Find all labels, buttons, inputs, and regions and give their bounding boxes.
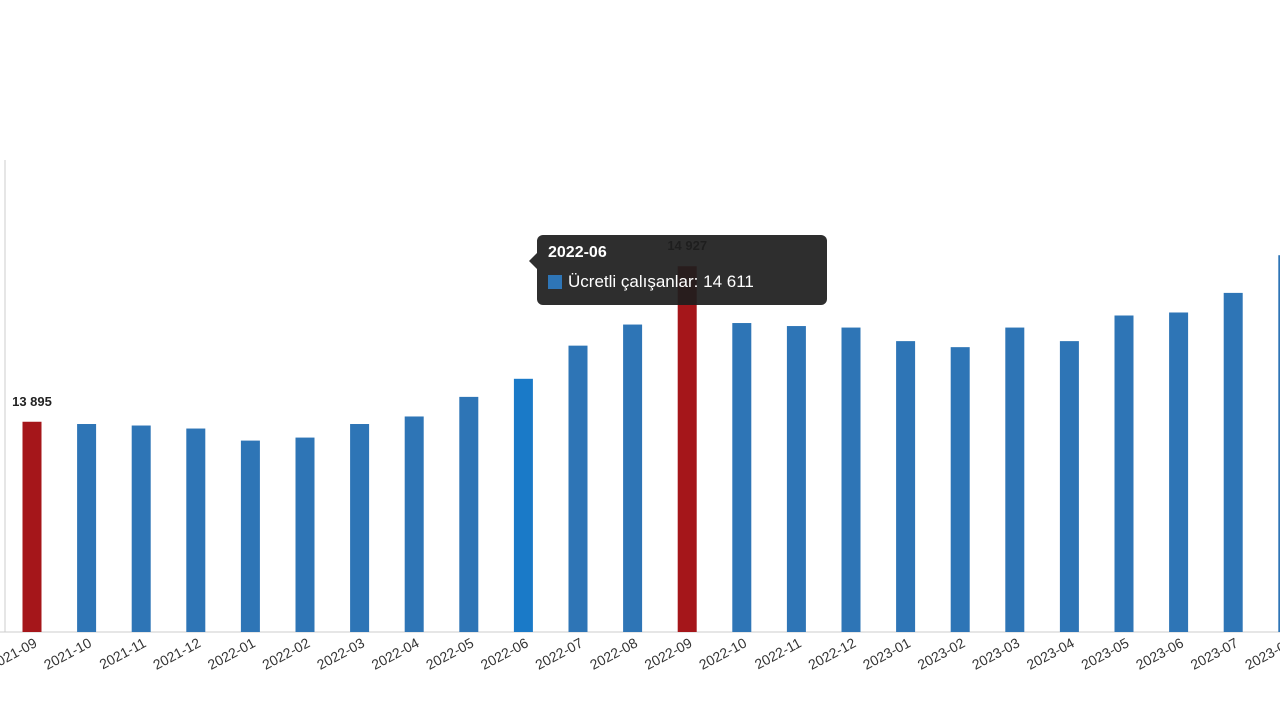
bar-2021-11[interactable] — [131, 425, 151, 632]
tooltip-row: Ücretli çalışanlar: 14 611 — [548, 272, 816, 292]
x-tick-label: 2023-04 — [1024, 634, 1077, 672]
bar-2023-07[interactable] — [1223, 292, 1243, 632]
tooltip-series-swatch — [548, 275, 562, 289]
x-tick-label: 2022-05 — [423, 634, 476, 672]
bar-2023-02[interactable] — [950, 347, 970, 632]
bar-2022-06[interactable] — [513, 378, 533, 632]
bar-2022-11[interactable] — [786, 326, 806, 632]
tooltip-series-label: Ücretli çalışanlar — [568, 272, 694, 291]
x-tick-label: 2021-10 — [41, 634, 94, 672]
x-tick-label: 2022-04 — [369, 634, 422, 672]
bar-2023-06[interactable] — [1169, 312, 1189, 632]
bar-2022-04[interactable] — [404, 416, 424, 632]
x-tick-label: 2023-02 — [915, 634, 968, 672]
tooltip-arrow — [529, 253, 537, 269]
x-tick-label: 2023-07 — [1188, 634, 1241, 672]
x-tick-label: 2022-07 — [533, 634, 586, 672]
bar-2022-08[interactable] — [623, 324, 643, 632]
x-tick-label: 2022-09 — [642, 634, 695, 672]
bar-2022-07[interactable] — [568, 345, 588, 632]
tooltip-separator: : — [693, 272, 704, 291]
tooltip-value: 14 611 — [703, 272, 754, 291]
x-tick-label: 2022-08 — [587, 634, 640, 672]
chart-tooltip: 2022-06 Ücretli çalışanlar: 14 611 — [529, 235, 827, 305]
bar-2023-04[interactable] — [1059, 341, 1079, 632]
bar-2023-08[interactable] — [1278, 255, 1280, 632]
x-tick-label: 2022-03 — [314, 634, 367, 672]
bar-2022-05[interactable] — [459, 396, 479, 632]
x-tick-label: 2023-01 — [860, 634, 913, 672]
bar-2021-09[interactable] — [22, 421, 42, 632]
x-tick-label: 2023-06 — [1133, 634, 1186, 672]
x-tick-label: 2022-01 — [205, 634, 258, 672]
bar-2022-02[interactable] — [295, 437, 315, 632]
x-tick-label: 2023-08 — [1242, 634, 1280, 672]
data-label-first: 13 895 — [12, 394, 52, 409]
x-tick-label: 2023-03 — [969, 634, 1022, 672]
x-tick-label: 2021-12 — [150, 634, 203, 672]
bar-2022-01[interactable] — [240, 440, 260, 632]
bar-2023-03[interactable] — [1005, 327, 1025, 632]
x-tick-label: 2022-11 — [752, 634, 804, 672]
x-tick-label: 2022-06 — [478, 634, 531, 672]
bar-2022-09[interactable] — [677, 266, 697, 632]
x-tick-label: 2022-02 — [260, 634, 313, 672]
bar-2021-12[interactable] — [186, 428, 206, 632]
bar-2023-01[interactable] — [896, 341, 916, 632]
tooltip-title: 2022-06 — [548, 244, 607, 261]
x-tick-label: 2021-11 — [97, 634, 149, 672]
bar-2022-12[interactable] — [841, 327, 861, 632]
x-tick-label: 2021-09 — [0, 634, 40, 672]
x-tick-label: 2022-10 — [696, 634, 749, 672]
x-tick-label: 2023-05 — [1079, 634, 1132, 672]
bar-2022-10[interactable] — [732, 323, 752, 632]
bar-2023-05[interactable] — [1114, 315, 1134, 633]
bar-2022-03[interactable] — [350, 424, 370, 632]
bar-2021-10[interactable] — [77, 424, 97, 632]
x-tick-label: 2022-12 — [806, 634, 859, 672]
